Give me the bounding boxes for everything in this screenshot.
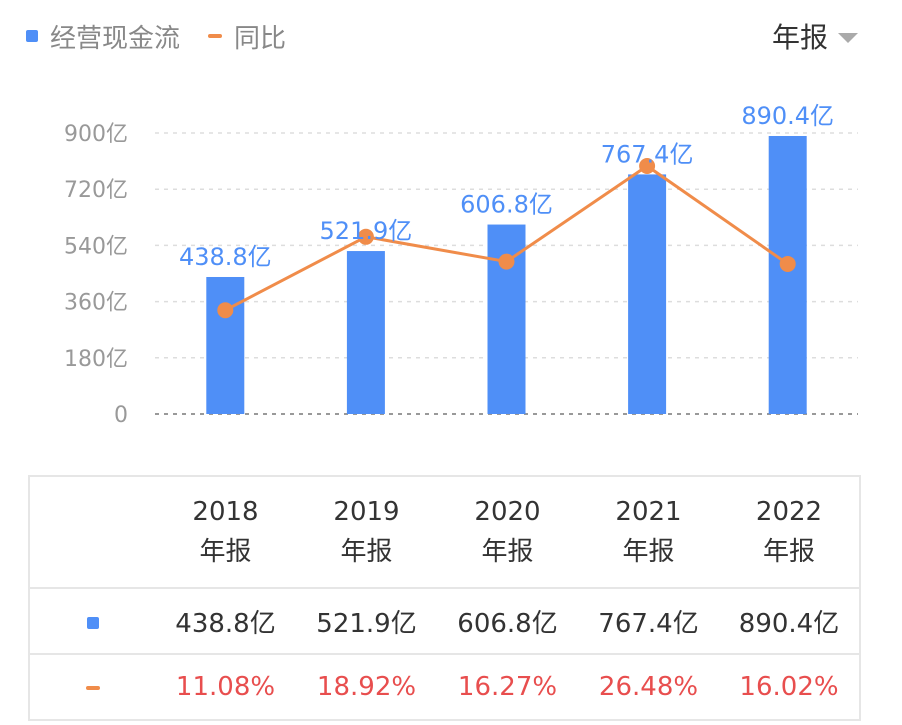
yoy-cell: 11.08% bbox=[155, 653, 296, 721]
y-tick-label: 720亿 bbox=[64, 178, 128, 203]
legend-item-cashflow[interactable]: 经营现金流 bbox=[26, 18, 180, 55]
period-dropdown[interactable]: 年报 bbox=[772, 16, 858, 56]
table-header-row: 2018 年报 2019 年报 2020 年报 2021 年报 2022 年报 bbox=[28, 475, 861, 589]
y-tick-label: 180亿 bbox=[64, 347, 128, 372]
period-label: 年报 bbox=[762, 537, 815, 567]
header-cell-2022: 2022 年报 bbox=[719, 475, 861, 589]
row-marker-cell bbox=[28, 587, 155, 655]
yoy-cell: 16.27% bbox=[437, 653, 578, 721]
chart-legend: 经营现金流 同比 bbox=[26, 18, 286, 54]
period-dropdown-value: 年报 bbox=[771, 21, 828, 54]
yoy-cell: 18.92% bbox=[296, 653, 437, 721]
value-cell: 521.9亿 bbox=[296, 587, 437, 655]
value-cell: 606.8亿 bbox=[437, 587, 578, 655]
value-cell: 890.4亿 bbox=[719, 587, 861, 655]
bar-value-label: 606.8亿 bbox=[460, 191, 553, 219]
header-cell-2020: 2020 年报 bbox=[437, 475, 578, 589]
y-tick-label: 360亿 bbox=[64, 291, 128, 316]
bar-value-label: 438.8亿 bbox=[179, 243, 272, 271]
bar-swatch-icon bbox=[86, 617, 99, 629]
line-swatch-icon bbox=[208, 34, 223, 38]
cashflow-chart: 0 180亿 360亿 540亿 720亿 900亿 438.8亿 521.9亿 606.8亿 7… bbox=[64, 102, 858, 428]
legend-item-yoy[interactable]: 同比 bbox=[208, 18, 286, 55]
header-cell-2021: 2021 年报 bbox=[578, 475, 719, 589]
yoy-point bbox=[357, 228, 374, 245]
y-tick-label: 900亿 bbox=[64, 122, 128, 147]
table-corner-cell bbox=[28, 475, 155, 589]
yoy-point bbox=[639, 157, 656, 174]
year-label: 2021 bbox=[615, 497, 682, 527]
bar-value-label: 521.9亿 bbox=[320, 217, 413, 245]
caret-down-icon bbox=[838, 33, 858, 43]
bar-swatch-icon bbox=[26, 30, 38, 42]
period-label: 年报 bbox=[340, 537, 393, 567]
bar bbox=[628, 174, 667, 414]
bar bbox=[346, 251, 385, 414]
data-table: 2018 年报 2019 年报 2020 年报 2021 年报 2022 年报 438.8… bbox=[28, 475, 861, 721]
header-cell-2018: 2018 年报 bbox=[155, 475, 296, 589]
yoy-cell: 16.02% bbox=[719, 653, 861, 721]
period-label: 年报 bbox=[622, 537, 675, 567]
yoy-point bbox=[498, 253, 515, 270]
yoy-point bbox=[217, 302, 234, 319]
row-marker-cell bbox=[28, 653, 155, 721]
legend-label-yoy: 同比 bbox=[234, 23, 287, 54]
year-label: 2018 bbox=[192, 497, 259, 527]
bar bbox=[768, 135, 807, 415]
y-tick-label: 540亿 bbox=[64, 234, 128, 259]
value-cell: 438.8亿 bbox=[155, 587, 296, 655]
bar bbox=[206, 276, 245, 414]
year-label: 2022 bbox=[755, 497, 823, 527]
period-label: 年报 bbox=[199, 537, 252, 567]
bar-value-label: 890.4亿 bbox=[741, 102, 834, 130]
bar-value-label: 767.4亿 bbox=[601, 140, 694, 168]
year-label: 2020 bbox=[474, 497, 541, 527]
table-row-cashflow: 438.8亿 521.9亿 606.8亿 767.4亿 890.4亿 bbox=[28, 587, 861, 655]
legend-label-cashflow: 经营现金流 bbox=[50, 23, 181, 54]
table-row-yoy: 11.08% 18.92% 16.27% 26.48% 16.02% bbox=[28, 653, 861, 721]
value-cell: 767.4亿 bbox=[578, 587, 719, 655]
line-swatch-icon bbox=[85, 685, 100, 690]
header-cell-2019: 2019 年报 bbox=[296, 475, 437, 589]
year-label: 2019 bbox=[333, 497, 400, 527]
yoy-cell: 26.48% bbox=[578, 653, 719, 721]
period-label: 年报 bbox=[481, 537, 534, 567]
yoy-point bbox=[779, 255, 796, 272]
y-tick-label: 0 bbox=[114, 403, 128, 428]
